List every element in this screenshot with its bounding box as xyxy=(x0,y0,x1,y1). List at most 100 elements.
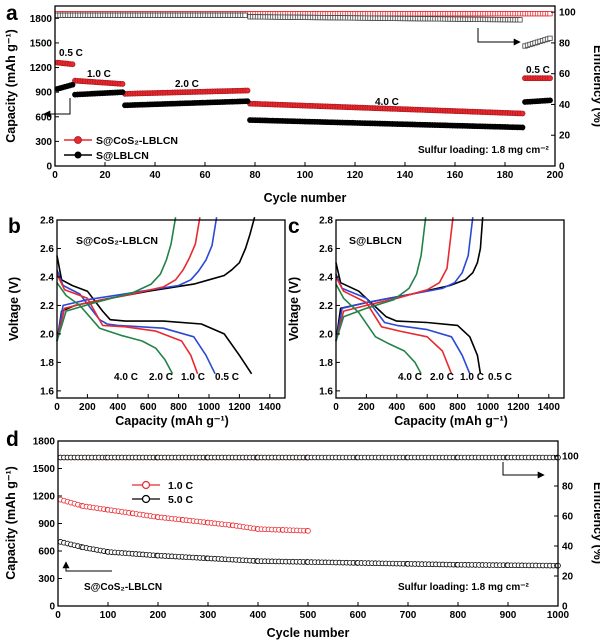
y2-tick-label-0: 0 xyxy=(562,602,568,613)
x-tick-label-6: 1200 xyxy=(228,402,251,413)
x-tick-label-10: 1000 xyxy=(547,610,570,621)
x-tick-label-3: 600 xyxy=(419,402,436,413)
panel-a-frame xyxy=(54,5,556,167)
curve-05C-discharge xyxy=(335,262,482,374)
panel-d-frame xyxy=(57,440,559,607)
x-tick-label-7: 1400 xyxy=(538,402,561,413)
panel-d-note: Sulfur loading: 1.8 mg cm⁻² xyxy=(398,582,530,593)
x-tick-label-0: 0 xyxy=(55,610,61,621)
x-tick-label-0: 0 xyxy=(333,402,339,413)
y-tick-label-6: 2.8 xyxy=(40,216,54,227)
x-tick-label-4: 80 xyxy=(249,170,261,181)
panel-a-marks xyxy=(54,11,553,131)
panel-d-ylabel: Capacity (mAh g⁻¹) xyxy=(4,466,18,580)
panel-d: 0 100 200 300 400 500 600 700 800 900 100003006009… xyxy=(4,428,600,640)
panel-c-rate-label-2: 1.0 C xyxy=(460,372,484,383)
series-1-point xyxy=(119,89,126,96)
y-tick-label-4: 2.4 xyxy=(319,272,333,283)
x-tick-label-4: 800 xyxy=(449,402,466,413)
y-tick-label-5: 1500 xyxy=(30,38,53,49)
panel-c-rate-label-0: 4.0 C xyxy=(398,372,422,383)
y-tick-label-0: 0 xyxy=(46,162,52,173)
series-1-point xyxy=(69,81,76,88)
panel-c-letter: c xyxy=(288,215,300,238)
x-tick-label-1: 20 xyxy=(99,170,111,181)
series-0-point xyxy=(547,75,553,82)
panel-c-marks xyxy=(335,217,484,375)
x-tick-label-5: 500 xyxy=(300,610,317,621)
series-2-point xyxy=(547,11,553,17)
curve-40C-discharge xyxy=(335,283,422,375)
series-3-point xyxy=(517,17,523,23)
y2-tick-label-2: 40 xyxy=(562,542,574,553)
y-tick-label-6: 1800 xyxy=(33,437,56,448)
panel-b-rate-label-2: 1.0 C xyxy=(181,372,205,383)
x-tick-label-4: 800 xyxy=(170,402,187,413)
panel-a-rate-label-2: 2.0 C xyxy=(175,79,199,90)
panel-a-rate-label-1: 1.0 C xyxy=(87,69,111,80)
x-tick-label-7: 700 xyxy=(400,610,417,621)
panel-b-xlabel: Capacity (mAh g⁻¹) xyxy=(115,414,229,428)
series-3-point xyxy=(242,12,248,18)
x-tick-label-3: 600 xyxy=(140,402,157,413)
y-tick-label-2: 600 xyxy=(38,547,55,558)
panel-a-xlabel: Cycle number xyxy=(264,191,347,205)
panel-d-legend-label-1: 5.0 C xyxy=(168,494,194,506)
x-tick-label-10: 200 xyxy=(547,170,564,181)
x-tick-label-1: 200 xyxy=(358,402,375,413)
curve-05C-discharge xyxy=(56,255,253,375)
y2-tick-label-1: 20 xyxy=(559,131,571,142)
panel-d-curve-label: S@CoS₂-LBLCN xyxy=(84,582,162,593)
y-tick-label-4: 1200 xyxy=(33,492,56,503)
series-0-point xyxy=(519,110,526,117)
y2-tick-label-2: 40 xyxy=(559,100,571,111)
x-tick-label-5: 100 xyxy=(297,170,314,181)
panel-b-ylabel: Voltage (V) xyxy=(7,277,21,341)
panel-b-title: S@CoS₂-LBLCN xyxy=(76,235,158,247)
curve-10C-discharge xyxy=(56,269,216,375)
panel-a-rate-label-3: 4.0 C xyxy=(375,97,399,108)
y2-tick-label-5: 100 xyxy=(559,8,576,19)
x-tick-label-4: 400 xyxy=(250,610,267,621)
x-tick-label-7: 140 xyxy=(397,170,414,181)
panel-b: 0 200 400 600 800 1000 1200 1400 1.6 1.8 2.0 2.2 2.4… xyxy=(7,215,286,428)
y2-tick-label-3: 60 xyxy=(562,512,574,523)
y-tick-label-1: 300 xyxy=(38,574,55,585)
panel-c-ylabel: Voltage (V) xyxy=(287,277,301,341)
panel-d-y2label: Efficiency (%) xyxy=(591,482,600,564)
panel-d-legend-label-0: 1.0 C xyxy=(168,480,194,492)
x-tick-label-2: 40 xyxy=(149,170,161,181)
panel-d-ticks: 0 100 200 300 400 500 600 700 800 900 100003006009… xyxy=(33,437,579,622)
panel-a-legend-marker-black xyxy=(74,151,82,159)
panel-b-letter: b xyxy=(8,215,21,238)
panel-a-legend-label-0: S@CoS₂-LBLCN xyxy=(96,135,178,147)
series-0-point xyxy=(305,528,311,534)
panel-b-rate-label-3: 0.5 C xyxy=(215,372,239,383)
panel-d-arrow-left xyxy=(62,561,112,572)
x-tick-label-1: 100 xyxy=(100,610,117,621)
y-tick-label-3: 900 xyxy=(35,88,52,99)
curve-20C-discharge xyxy=(56,273,199,375)
panel-d-letter: d xyxy=(6,428,19,451)
x-tick-label-6: 1200 xyxy=(507,402,530,413)
x-tick-label-2: 200 xyxy=(150,610,167,621)
panel-a-legend-label-1: S@LBLCN xyxy=(96,150,149,162)
x-tick-label-0: 0 xyxy=(52,170,58,181)
panel-d-arrow-right xyxy=(502,462,545,479)
curve-40C-charge xyxy=(335,217,427,342)
panel-a-ylabel: Capacity (mAh g⁻¹) xyxy=(4,29,18,143)
panel-a-legend-marker-red xyxy=(74,136,82,144)
panel-a-letter: a xyxy=(6,2,18,25)
y-tick-label-6: 1800 xyxy=(30,14,53,25)
y2-tick-label-4: 80 xyxy=(562,482,574,493)
panel-c-frame xyxy=(335,219,565,399)
x-tick-label-7: 1400 xyxy=(259,402,282,413)
panel-b-rate-label-1: 2.0 C xyxy=(149,372,173,383)
panel-d-xlabel: Cycle number xyxy=(267,626,350,640)
panel-a-ticks: 0 20 40 60 80 100 120 140 160 180 2000300600900120… xyxy=(30,8,576,181)
series-0-point xyxy=(244,87,251,94)
y-tick-label-0: 0 xyxy=(49,602,55,613)
y2-tick-label-0: 0 xyxy=(559,162,565,173)
panel-c: 0 200 400 600 800 1000 1200 1400 1.6 1.8 2.0 2.2 2.4… xyxy=(287,215,565,428)
